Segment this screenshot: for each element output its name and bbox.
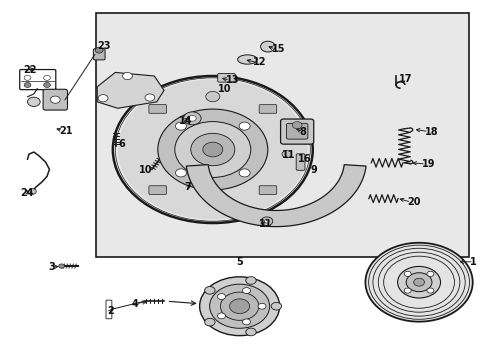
Circle shape	[245, 328, 256, 336]
Circle shape	[426, 288, 433, 293]
FancyBboxPatch shape	[43, 89, 67, 110]
FancyBboxPatch shape	[286, 123, 307, 139]
Circle shape	[43, 75, 50, 80]
Circle shape	[239, 169, 249, 177]
Text: 5: 5	[236, 257, 243, 267]
FancyBboxPatch shape	[93, 49, 105, 60]
FancyBboxPatch shape	[148, 186, 166, 194]
Circle shape	[426, 271, 433, 276]
Circle shape	[175, 122, 250, 177]
Circle shape	[28, 189, 36, 194]
Circle shape	[258, 303, 265, 309]
Text: 4: 4	[131, 299, 138, 309]
Circle shape	[404, 271, 410, 276]
Circle shape	[188, 116, 196, 121]
Text: 22: 22	[23, 64, 37, 75]
Circle shape	[175, 169, 186, 177]
Circle shape	[205, 91, 219, 102]
FancyBboxPatch shape	[259, 186, 276, 194]
Circle shape	[98, 95, 108, 102]
Text: 13: 13	[225, 75, 239, 85]
Text: 14: 14	[179, 116, 192, 126]
Circle shape	[145, 94, 155, 101]
Circle shape	[95, 47, 103, 53]
Text: 11: 11	[258, 220, 272, 229]
Circle shape	[406, 273, 431, 292]
Circle shape	[397, 266, 440, 298]
Polygon shape	[97, 72, 163, 108]
Circle shape	[217, 294, 225, 300]
FancyBboxPatch shape	[280, 119, 313, 144]
Circle shape	[261, 217, 272, 226]
Text: 10: 10	[139, 165, 152, 175]
Circle shape	[50, 96, 60, 103]
Ellipse shape	[237, 55, 257, 64]
Text: 16: 16	[298, 154, 311, 164]
Circle shape	[413, 278, 424, 286]
Text: 9: 9	[310, 165, 317, 175]
Circle shape	[118, 80, 307, 219]
Circle shape	[245, 277, 256, 284]
Text: 24: 24	[20, 188, 34, 198]
Circle shape	[209, 284, 269, 328]
Circle shape	[199, 277, 279, 336]
Text: 3: 3	[48, 262, 55, 272]
Text: 12: 12	[253, 57, 266, 67]
Circle shape	[282, 150, 291, 158]
Text: 11: 11	[281, 150, 294, 160]
Circle shape	[43, 82, 50, 87]
Text: 2: 2	[107, 306, 114, 316]
Circle shape	[271, 302, 281, 310]
Text: 18: 18	[424, 127, 438, 136]
Bar	[96, 13, 468, 257]
FancyBboxPatch shape	[217, 73, 235, 82]
Text: 7: 7	[183, 182, 190, 192]
FancyBboxPatch shape	[148, 105, 166, 113]
Circle shape	[239, 122, 249, 130]
Text: 8: 8	[299, 127, 305, 136]
Circle shape	[242, 288, 250, 293]
Circle shape	[24, 75, 31, 80]
Circle shape	[183, 112, 201, 125]
Circle shape	[229, 299, 249, 314]
Circle shape	[264, 220, 269, 223]
Circle shape	[27, 97, 40, 107]
Circle shape	[204, 318, 215, 326]
FancyBboxPatch shape	[296, 154, 305, 170]
Circle shape	[203, 142, 223, 157]
Circle shape	[242, 319, 250, 325]
Text: 6: 6	[119, 139, 125, 149]
Circle shape	[204, 287, 215, 294]
Text: 19: 19	[421, 159, 435, 169]
FancyBboxPatch shape	[106, 300, 112, 319]
Text: 1: 1	[469, 257, 475, 267]
Circle shape	[217, 313, 225, 319]
Circle shape	[122, 72, 132, 80]
Circle shape	[59, 264, 64, 268]
Circle shape	[365, 243, 472, 321]
Circle shape	[158, 109, 267, 190]
Text: 23: 23	[97, 41, 110, 50]
Text: 21: 21	[59, 126, 73, 135]
FancyBboxPatch shape	[20, 69, 56, 90]
Circle shape	[292, 122, 302, 129]
Text: 10: 10	[217, 84, 231, 94]
FancyBboxPatch shape	[259, 105, 276, 113]
Text: 17: 17	[398, 74, 411, 84]
Text: 20: 20	[407, 197, 420, 207]
Circle shape	[260, 41, 275, 52]
Circle shape	[175, 122, 186, 130]
Circle shape	[404, 288, 410, 293]
Circle shape	[24, 82, 31, 87]
Circle shape	[190, 133, 234, 166]
Text: 15: 15	[271, 44, 285, 54]
Circle shape	[220, 292, 258, 320]
Polygon shape	[186, 165, 366, 226]
